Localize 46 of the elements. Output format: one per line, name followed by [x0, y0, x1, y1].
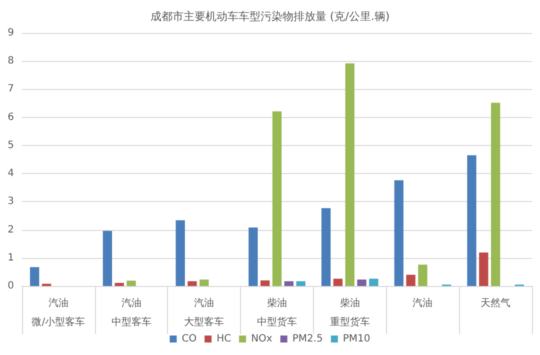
bar [30, 267, 40, 286]
bar [369, 278, 378, 286]
y-tick-label: 8 [8, 56, 14, 67]
bar [272, 111, 282, 286]
legend-label: PM10 [342, 334, 370, 344]
x-tick-label: 汽油中型客车 [111, 297, 152, 328]
bar [200, 280, 209, 286]
y-tick-label: 3 [8, 196, 14, 208]
bar [284, 281, 294, 286]
bar [479, 252, 488, 286]
bar [357, 280, 366, 286]
x-tick-label: 柴油重型货车 [330, 297, 370, 328]
y-tick-label: 1 [8, 252, 14, 264]
legend-label: HC [216, 334, 232, 344]
y-tick-label: 4 [8, 168, 14, 180]
bar [394, 180, 404, 286]
bar [176, 220, 185, 286]
bar [126, 280, 136, 286]
y-tick-label: 2 [8, 224, 14, 236]
chart-title: 成都市主要机动车车型污染物排放量 (克/公里.辆) [150, 10, 390, 23]
y-tick-label: 9 [8, 28, 14, 38]
bar [467, 155, 476, 286]
x-tick-label: 汽油大型客车 [184, 297, 224, 328]
x-tick-label: 天然气 [480, 297, 511, 309]
legend-label: PM2.5 [292, 334, 323, 344]
x-tick-label: 汽油 [412, 297, 433, 309]
bar [490, 102, 500, 286]
bar [296, 281, 306, 286]
bar [418, 264, 428, 286]
bar [260, 280, 270, 286]
bar [333, 278, 343, 286]
legend-label: NOx [251, 334, 272, 344]
bar [188, 281, 197, 286]
bar [102, 230, 112, 286]
legend-label: CO [182, 334, 197, 344]
y-tick-label: 5 [8, 140, 14, 151]
bar [321, 208, 331, 286]
bar [248, 228, 258, 286]
bar [114, 282, 124, 286]
y-tick-label: 6 [8, 112, 14, 123]
bar [345, 63, 354, 286]
y-tick-label: 7 [8, 84, 14, 95]
y-tick-label: 0 [8, 280, 14, 292]
bar [406, 274, 416, 286]
x-tick-label: 柴油中型货车 [257, 297, 297, 328]
x-tick-label: 汽油微/小型客车 [32, 297, 86, 328]
